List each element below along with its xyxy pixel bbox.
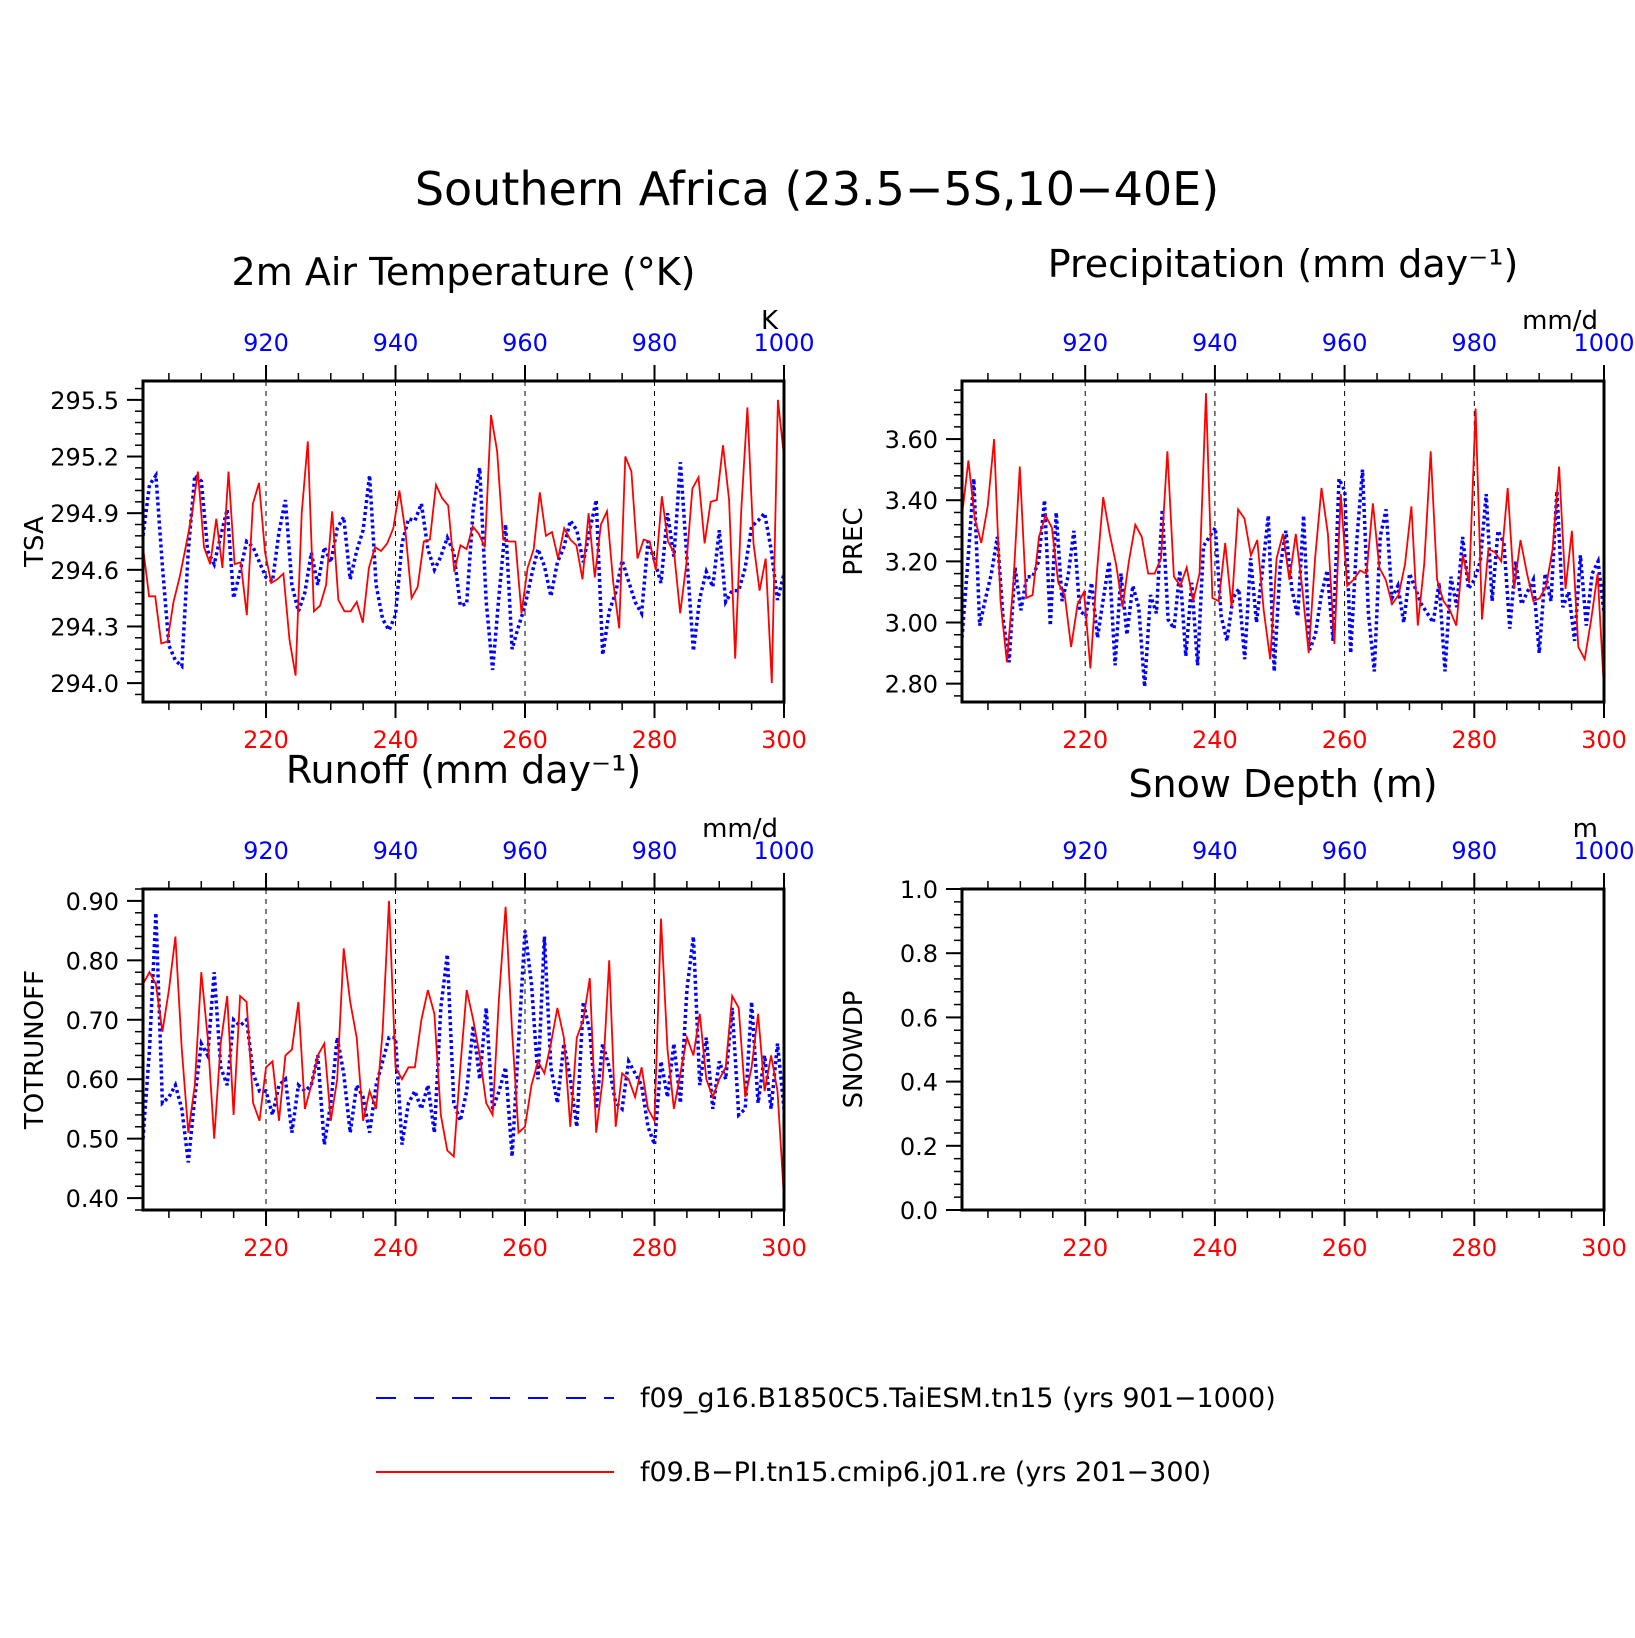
units-label: mm/d xyxy=(1522,306,1598,336)
x-tick-label-top: 940 xyxy=(373,329,419,357)
series-line-run-a xyxy=(143,912,784,1163)
x-tick-label-bottom: 300 xyxy=(1581,1234,1627,1262)
x-tick-label-top: 920 xyxy=(243,329,289,357)
y-tick-label: 3.00 xyxy=(885,610,938,638)
x-tick-label-top: 920 xyxy=(1062,329,1108,357)
figure-title: Southern Africa (23.5−5S,10−40E) xyxy=(415,162,1219,216)
x-tick-label-bottom: 240 xyxy=(373,1234,419,1262)
x-tick-label-bottom: 260 xyxy=(502,1234,548,1262)
plot-frame xyxy=(960,887,1606,1212)
y-tick-label: 0.90 xyxy=(66,888,119,916)
plot-frame xyxy=(141,379,786,704)
x-tick-label-bottom: 280 xyxy=(632,1234,678,1262)
y-tick-label: 0.50 xyxy=(66,1126,119,1154)
x-tick-label-bottom: 220 xyxy=(1062,726,1108,754)
plot-frame xyxy=(960,379,1606,704)
x-tick-label-bottom: 220 xyxy=(243,726,289,754)
y-axis-label: PREC xyxy=(839,507,869,575)
panel-3: Runoff (mm day⁻¹) mm/d TOTRUNOFF 0.40 0.50 0.… xyxy=(20,748,815,1262)
x-tick-label-bottom: 280 xyxy=(1451,726,1497,754)
y-tick-label: 3.40 xyxy=(885,487,938,515)
x-tick-label-top: 960 xyxy=(1322,837,1368,865)
units-label: K xyxy=(761,306,779,336)
y-tick-label: 0.40 xyxy=(66,1185,119,1213)
y-tick-label: 294.0 xyxy=(50,670,119,698)
x-tick-label-top: 1000 xyxy=(753,837,814,865)
y-tick-label: 294.3 xyxy=(50,613,119,641)
y-tick-label: 0.8 xyxy=(900,940,938,968)
x-tick-label-top: 960 xyxy=(1322,329,1368,357)
x-tick-label-top: 980 xyxy=(632,837,678,865)
x-tick-label-bottom: 300 xyxy=(1581,726,1627,754)
x-tick-label-bottom: 260 xyxy=(1322,726,1368,754)
series-line-run-b xyxy=(962,393,1604,690)
x-tick-label-top: 940 xyxy=(373,837,419,865)
panel-title: Runoff (mm day⁻¹) xyxy=(286,748,641,792)
units-label: m xyxy=(1573,814,1598,844)
x-tick-label-top: 980 xyxy=(1451,837,1497,865)
y-tick-label: 0.0 xyxy=(900,1197,938,1225)
y-tick-label: 0.2 xyxy=(900,1133,938,1161)
y-axis-label: TOTRUNOFF xyxy=(20,970,50,1130)
x-tick-label-bottom: 220 xyxy=(1062,1234,1108,1262)
panel-1: 2m Air Temperature (°K) K TSA 294.0 294.3 294… xyxy=(20,250,815,754)
panel-2: Precipitation (mm day⁻¹)mm/d PREC 2.80 3.00… xyxy=(839,242,1635,754)
y-tick-label: 1.0 xyxy=(900,876,938,904)
y-tick-label: 295.2 xyxy=(50,444,119,472)
legend-label-2: f09.B−PI.tn15.cmip6.j01.re (yrs 201−300) xyxy=(640,1457,1211,1488)
panel-title: Snow Depth (m) xyxy=(1128,762,1437,806)
x-tick-label-bottom: 240 xyxy=(1192,1234,1238,1262)
x-tick-label-top: 920 xyxy=(1062,837,1108,865)
x-tick-label-bottom: 280 xyxy=(632,726,678,754)
x-tick-label-top: 1000 xyxy=(1573,837,1634,865)
series-line-run-b xyxy=(143,900,784,1199)
y-tick-label: 0.4 xyxy=(900,1069,938,1097)
x-tick-label-bottom: 300 xyxy=(761,1234,807,1262)
x-tick-label-bottom: 300 xyxy=(761,726,807,754)
y-tick-label: 3.20 xyxy=(885,548,938,576)
x-tick-label-bottom: 260 xyxy=(1322,1234,1368,1262)
x-tick-label-top: 1000 xyxy=(753,329,814,357)
x-tick-label-bottom: 220 xyxy=(243,1234,289,1262)
legend: f09_g16.B1850C5.TaiESM.tn15 (yrs 901−100… xyxy=(376,1383,1276,1488)
x-tick-label-bottom: 240 xyxy=(1192,726,1238,754)
y-tick-label: 294.6 xyxy=(50,557,119,585)
x-tick-label-top: 920 xyxy=(243,837,289,865)
x-tick-label-bottom: 280 xyxy=(1451,1234,1497,1262)
x-tick-label-top: 940 xyxy=(1192,329,1238,357)
x-tick-label-bottom: 260 xyxy=(502,726,548,754)
series-line-run-a xyxy=(962,469,1604,687)
y-tick-label: 294.9 xyxy=(50,500,119,528)
panel-4: Snow Depth (m) m SNOWDP 0.0 0.2 0.4 0.6 0.8 1.0 2… xyxy=(839,762,1635,1262)
y-axis-label: TSA xyxy=(20,516,50,568)
series-line-run-b xyxy=(143,399,784,684)
x-tick-label-top: 980 xyxy=(632,329,678,357)
y-tick-label: 2.80 xyxy=(885,671,938,699)
legend-label-1: f09_g16.B1850C5.TaiESM.tn15 (yrs 901−100… xyxy=(640,1383,1276,1414)
x-tick-label-top: 940 xyxy=(1192,837,1238,865)
panel-title: 2m Air Temperature (°K) xyxy=(232,250,696,294)
y-tick-label: 0.80 xyxy=(66,947,119,975)
x-tick-label-top: 960 xyxy=(502,329,548,357)
x-tick-label-bottom: 240 xyxy=(373,726,419,754)
y-tick-label: 0.60 xyxy=(66,1066,119,1094)
y-tick-label: 3.60 xyxy=(885,426,938,454)
panel-title: Precipitation (mm day⁻¹) xyxy=(1048,242,1519,286)
y-tick-label: 0.70 xyxy=(66,1007,119,1035)
units-label: mm/d xyxy=(702,814,778,844)
x-tick-label-top: 980 xyxy=(1451,329,1497,357)
y-axis-label: SNOWDP xyxy=(839,991,869,1109)
plot-frame xyxy=(141,887,786,1212)
panels: 2m Air Temperature (°K) K TSA 294.0 294.3 294… xyxy=(20,242,1635,1262)
x-tick-label-top: 1000 xyxy=(1573,329,1634,357)
y-tick-label: 295.5 xyxy=(50,387,119,415)
x-tick-label-top: 960 xyxy=(502,837,548,865)
y-tick-label: 0.6 xyxy=(900,1004,938,1032)
